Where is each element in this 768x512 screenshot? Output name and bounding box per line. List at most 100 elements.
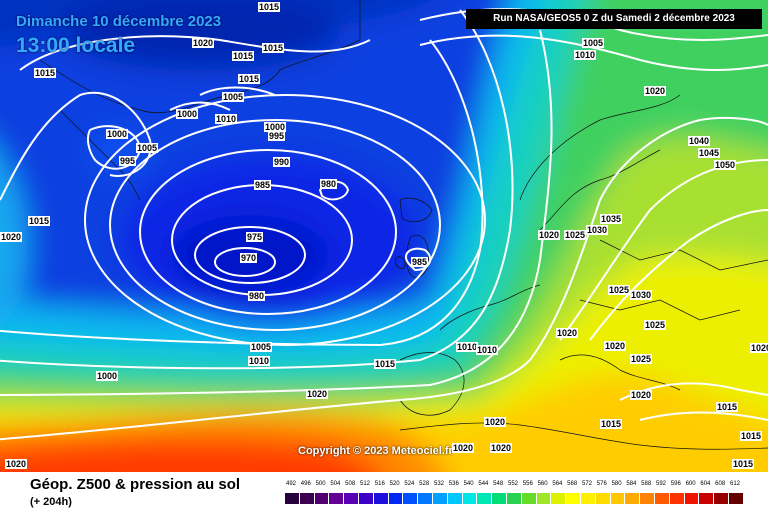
isobar-label: 1015	[34, 68, 57, 78]
model-run-info: Run NASA/GEOS5 0 Z du Samedi 2 décembre …	[466, 9, 762, 29]
legend-swatch	[462, 493, 477, 504]
legend-tick-label: 504	[330, 481, 341, 487]
isobar-label: 1000	[96, 371, 119, 381]
legend-swatch	[640, 493, 654, 504]
legend-tick-label: 516	[374, 481, 385, 487]
legend-tick-label: 528	[419, 481, 430, 487]
map-canvas	[0, 0, 768, 472]
isobar-label: 1015	[238, 74, 261, 84]
coastlines	[39, 0, 768, 450]
isobar-label: 1010	[574, 50, 597, 60]
legend-swatch	[625, 493, 640, 504]
legend-swatch	[581, 493, 595, 504]
legend-tick-label: 520	[389, 481, 400, 487]
isobar-label: 1015	[262, 43, 285, 53]
isobar-label: 1020	[556, 328, 579, 338]
legend-swatch	[373, 493, 388, 504]
forecast-lead-time: (+ 204h)	[30, 496, 72, 508]
isobar-label: 1020	[644, 86, 667, 96]
isobar-label: 1020	[750, 343, 768, 353]
legend-swatch	[507, 493, 521, 504]
isobar-label: 1005	[250, 342, 273, 352]
copyright-notice: Copyright © 2023 Meteociel.fr	[298, 445, 453, 457]
color-scale-legend: 492 496 500 504 508 512 516 520 524 528 532 536 540 5…	[285, 481, 745, 511]
chart-title: Géop. Z500 & pression au sol	[30, 476, 241, 493]
forecast-local-time: 13:00 locale	[16, 34, 136, 57]
legend-tick-label: 552	[507, 481, 518, 487]
isobar-label: 1020	[484, 417, 507, 427]
isobar-label: 1025	[644, 320, 667, 330]
isobar-label: 1020	[192, 38, 215, 48]
legend-swatch	[433, 493, 447, 504]
legend-tick-label: 524	[404, 481, 415, 487]
isobar-label: 980	[248, 291, 266, 301]
isobar-label: 1020	[490, 443, 513, 453]
legend-swatch	[684, 493, 699, 504]
legend-swatch	[477, 493, 492, 504]
isobar-label: 1020	[5, 459, 28, 469]
isobar-label: 970	[240, 253, 258, 263]
legend-tick-label: 584	[626, 481, 637, 487]
legend-tick-label: 508	[345, 481, 356, 487]
isobar-label: 1005	[136, 143, 159, 153]
isobar-label: 1020	[538, 230, 561, 240]
isobar-label: 985	[254, 180, 272, 190]
legend-tick-label: 532	[433, 481, 444, 487]
legend-tick-label: 548	[493, 481, 504, 487]
isobar-label: 1010	[248, 356, 271, 366]
legend-swatch	[492, 493, 506, 504]
isobar-label: 985	[411, 257, 429, 267]
legend-swatch	[344, 493, 358, 504]
isobar-label: 1010	[215, 114, 238, 124]
legend-tick-label: 556	[522, 481, 533, 487]
legend-tick-label: 612	[729, 481, 740, 487]
isobar-label: 980	[320, 179, 338, 189]
isobar-label: 1020	[630, 390, 653, 400]
legend-tick-label: 500	[315, 481, 326, 487]
forecast-map: Dimanche 10 décembre 2023 13:00 locale R…	[0, 0, 768, 472]
legend-swatch	[610, 493, 625, 504]
chart-footer: Géop. Z500 & pression au sol (+ 204h) 49…	[0, 472, 768, 512]
isobar-label: 1015	[232, 51, 255, 61]
isobar-label: 1020	[0, 232, 23, 242]
legend-tick-label: 496	[300, 481, 311, 487]
legend-swatch	[359, 493, 373, 504]
legend-tick-label: 568	[567, 481, 578, 487]
isobars	[0, 8, 768, 441]
isobar-label: 1010	[456, 342, 479, 352]
legend-tick-label: 560	[537, 481, 548, 487]
forecast-date: Dimanche 10 décembre 2023	[16, 13, 222, 30]
legend-swatch	[566, 493, 580, 504]
legend-tick-label: 604	[700, 481, 711, 487]
isobar-label: 1000	[264, 122, 287, 132]
isobar-label: 1015	[374, 359, 397, 369]
legend-swatch	[329, 493, 344, 504]
legend-tick-label: 588	[641, 481, 652, 487]
legend-tick-label: 536	[448, 481, 459, 487]
isobar-label: 1040	[688, 136, 711, 146]
isobar-label: 1050	[714, 160, 737, 170]
legend-swatch	[299, 493, 314, 504]
legend-swatch	[418, 493, 432, 504]
isobar-label: 1005	[222, 92, 245, 102]
isobar-label: 1015	[732, 459, 755, 469]
isobar-label: 1010	[476, 345, 499, 355]
isobar-label: 1015	[716, 402, 739, 412]
legend-tick-label: 544	[478, 481, 489, 487]
isobar-label: 1020	[604, 341, 627, 351]
isobar-label: 1020	[452, 443, 475, 453]
isobar-label: 1020	[306, 389, 329, 399]
legend-swatch	[699, 493, 714, 504]
isobar-label: 1015	[258, 2, 281, 12]
legend-swatch	[447, 493, 462, 504]
legend-tick-label: 576	[596, 481, 607, 487]
legend-tick-label: 512	[359, 481, 370, 487]
isobar-label: 1000	[176, 109, 199, 119]
isobar-label: 995	[119, 156, 137, 166]
legend-swatch	[521, 493, 536, 504]
geopotential-field	[0, 0, 768, 472]
legend-tick-label: 600	[685, 481, 696, 487]
isobar-label: 1025	[608, 285, 631, 295]
isobar-label: 1005	[582, 38, 605, 48]
